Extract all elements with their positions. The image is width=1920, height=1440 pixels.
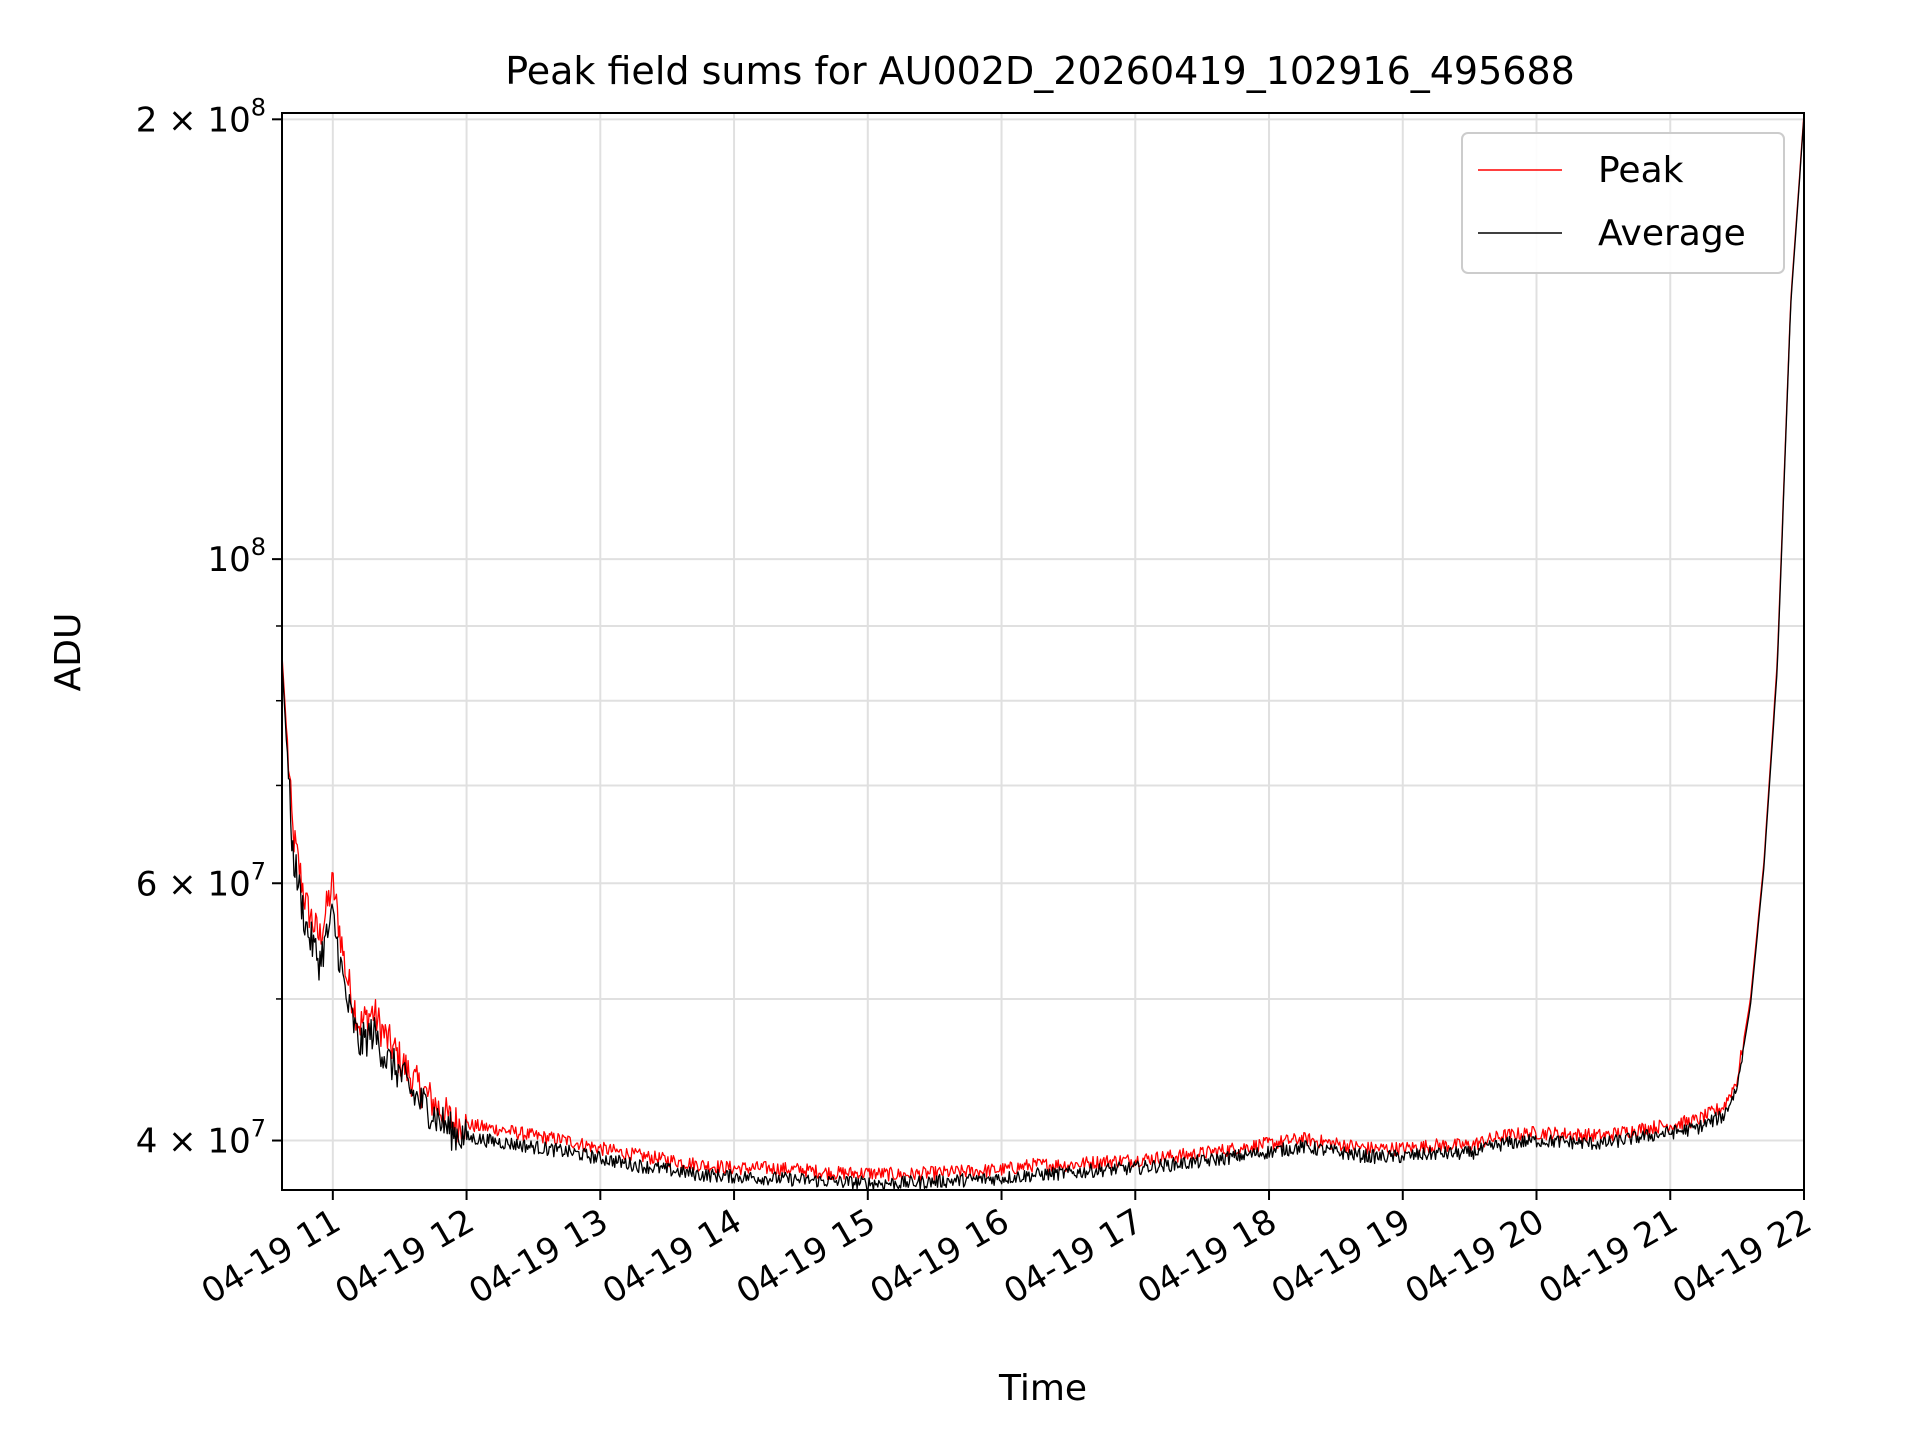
- series-line-peak: [281, 112, 1805, 1182]
- y-tick-label: 108: [207, 533, 266, 580]
- plot-frame: [281, 112, 1805, 1191]
- legend-peak-label: Peak: [1598, 150, 1684, 191]
- chart-title: Peak field sums for AU002D_20260419_1029…: [505, 49, 1575, 93]
- x-axis-label: Time: [998, 1368, 1087, 1409]
- y-tick-label: 6 × 107: [136, 857, 266, 904]
- y-tick-label: 4 × 107: [136, 1115, 266, 1162]
- legend-box: [1461, 132, 1785, 274]
- legend-average-label: Average: [1598, 213, 1746, 254]
- y-tick-label: 2 × 108: [136, 93, 266, 140]
- y-axis-label: ADU: [48, 613, 89, 692]
- legend: Peak Average: [1461, 132, 1785, 274]
- y-axis: 4 × 107 6 × 107 108 2 × 108: [136, 93, 282, 1162]
- series-lines: [281, 112, 1805, 1191]
- series-line-average: [281, 116, 1805, 1191]
- grid: [282, 113, 1805, 1190]
